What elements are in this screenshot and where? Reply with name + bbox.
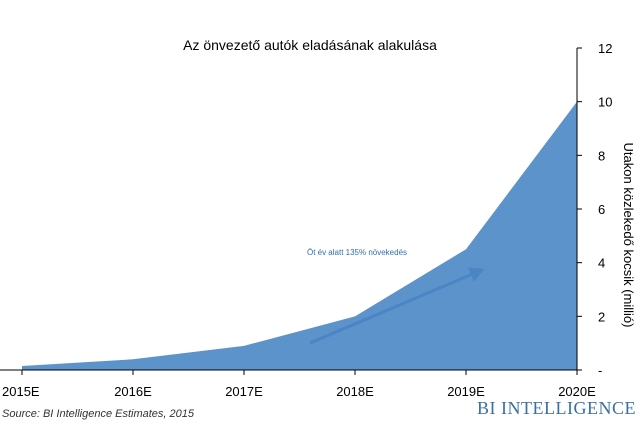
plot-area: [22, 101, 577, 371]
y-tick-label: 10: [598, 95, 612, 110]
y-tick-label: 8: [598, 148, 605, 163]
chart-title: Az önvezető autók eladásának alakulása: [183, 37, 437, 53]
x-tick-label: 2017E: [225, 384, 263, 399]
y-tick-label: 6: [598, 202, 605, 217]
y-axis-label: Utakon közlekedő kocsik (millió): [621, 143, 636, 328]
y-tick-label: 12: [598, 41, 612, 56]
x-tick-label: 2019E: [447, 384, 485, 399]
brand-text: BI INTELLIGENCE: [477, 398, 636, 418]
growth-annotation: Öt év alatt 135% növekedés: [307, 248, 485, 345]
source-note: Source: BI Intelligence Estimates, 2015: [2, 408, 194, 420]
y-tick-label: 4: [598, 256, 605, 271]
growth-annotation-text: Öt év alatt 135% növekedés: [307, 248, 407, 257]
x-tick-label: 2018E: [336, 384, 374, 399]
area-series: [22, 101, 577, 371]
y-tick-label: 2: [598, 309, 605, 324]
x-tick-label: 2015E: [2, 384, 40, 399]
x-tick-label: 2016E: [114, 384, 152, 399]
y-tick-label: -: [598, 363, 602, 378]
brand-logo: BI INTELLIGENCE: [477, 398, 636, 419]
axes: 2015E 2016E 2017E 2018E 2019E 2020E- 2 4 6 8 10 12: [0, 41, 612, 399]
x-tick-label: 2020E: [558, 384, 596, 399]
growth-arrow: [309, 267, 485, 345]
